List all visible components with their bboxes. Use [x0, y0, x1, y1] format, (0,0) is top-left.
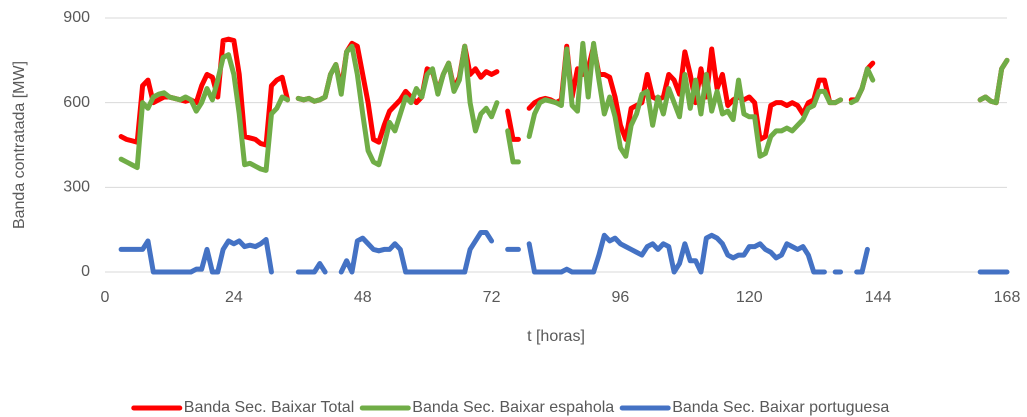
data-line: [118, 229, 1010, 275]
legend-label: Banda Sec. Baixar portuguesa: [672, 399, 889, 416]
x-tick-label: 0: [101, 289, 110, 306]
y-axis-label: Banda contratada [MW]: [11, 61, 28, 229]
x-tick-label: 96: [612, 289, 630, 306]
data-line: [118, 40, 1010, 173]
x-tick-label: 72: [483, 289, 501, 306]
y-tick-label: 300: [63, 179, 90, 196]
data-line: [118, 36, 1010, 148]
legend-label: Banda Sec. Baixar Total: [184, 399, 354, 416]
x-tick-label: 120: [736, 289, 763, 306]
y-tick-label: 0: [81, 263, 90, 280]
x-tick-label: 48: [354, 289, 372, 306]
legend-label: Banda Sec. Baixar espahola: [412, 399, 614, 416]
y-tick-label: 900: [63, 9, 90, 26]
x-axis-label: t [horas]: [527, 328, 585, 345]
y-tick-label: 600: [63, 94, 90, 111]
x-tick-label: 144: [865, 289, 892, 306]
x-tick-label: 24: [225, 289, 243, 306]
x-tick-label: 168: [994, 289, 1021, 306]
